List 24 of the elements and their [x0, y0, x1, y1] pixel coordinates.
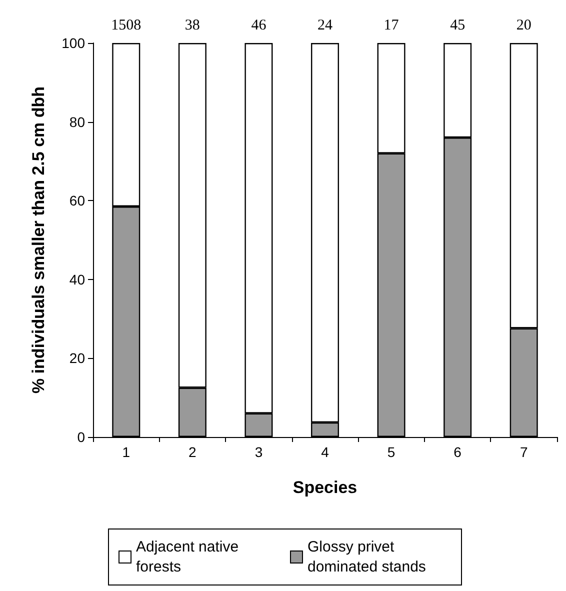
x-tick-label: 4 [321, 444, 330, 460]
x-axis-title: Species [292, 478, 358, 497]
y-tick-label: 100 [62, 35, 86, 51]
annotation: 1508 [111, 18, 142, 34]
x-tick-label: 3 [254, 444, 263, 460]
y-tick-label: 20 [69, 350, 86, 366]
y-axis-title: % individuals smaller than 2.5 cm dbh [29, 86, 48, 394]
legend-label: Glossy privet dominated stands [308, 538, 426, 576]
annotation: 24 [318, 18, 333, 34]
x-tick-label: 6 [454, 444, 462, 460]
annotation: 17 [384, 18, 400, 34]
annotation: 46 [251, 18, 267, 34]
y-tick-label: 60 [69, 192, 86, 209]
annotation: 20 [516, 18, 532, 34]
x-tick-label: 1 [122, 444, 130, 460]
y-tick-label: 40 [69, 271, 86, 288]
y-tick-label: 0 [77, 429, 86, 445]
y-tick-label: 80 [69, 114, 86, 130]
x-tick-label: 7 [520, 444, 528, 460]
x-tick-label: 5 [387, 444, 396, 460]
x-tick-label: 2 [188, 444, 197, 460]
annotation: 45 [450, 18, 466, 34]
legend-label: Adjacent native forests [136, 538, 243, 576]
annotation: 38 [184, 18, 200, 34]
